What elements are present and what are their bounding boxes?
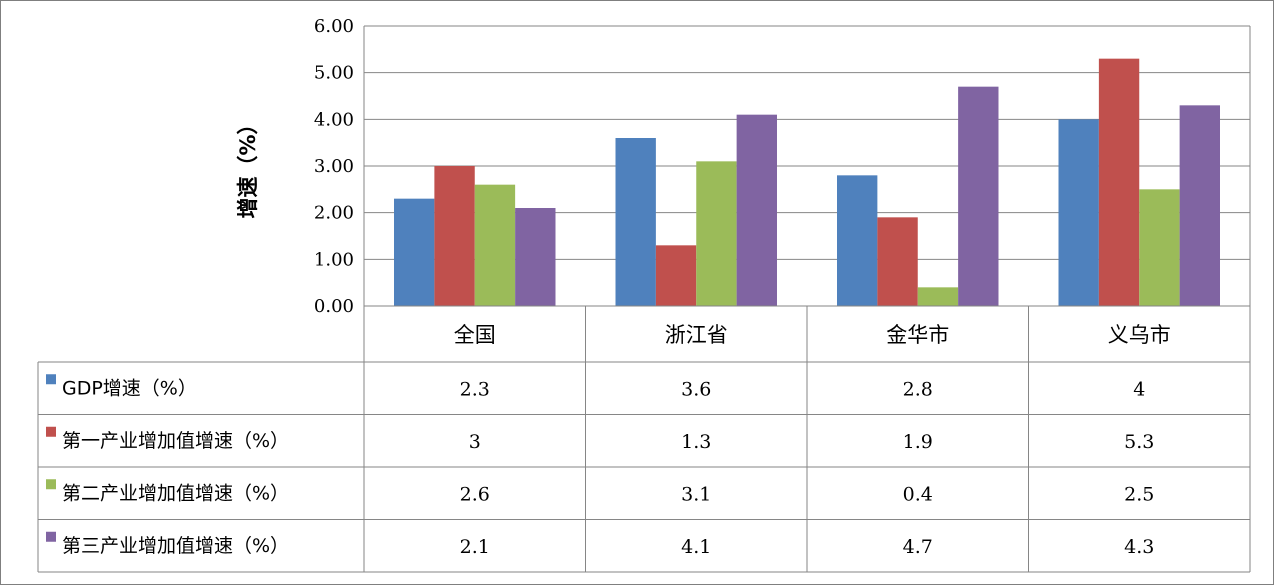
data-table-value: 2.5 bbox=[1124, 483, 1154, 505]
data-table-value: 3 bbox=[469, 431, 481, 453]
bar bbox=[434, 166, 475, 306]
data-table-value: 3.1 bbox=[681, 483, 711, 505]
data-table-value: 1.9 bbox=[903, 431, 933, 453]
y-tick-label: 1.00 bbox=[314, 249, 354, 270]
x-category-label: 浙江省 bbox=[665, 323, 728, 347]
data-table-value: 3.6 bbox=[681, 378, 711, 400]
bar bbox=[917, 287, 959, 306]
bar bbox=[958, 86, 999, 307]
legend-swatch bbox=[46, 374, 56, 385]
data-table-value: 2.3 bbox=[460, 378, 490, 400]
bar bbox=[655, 245, 697, 306]
data-table-value: 4 bbox=[1133, 378, 1145, 400]
bar bbox=[394, 198, 435, 306]
bar bbox=[877, 217, 918, 306]
legend-swatch bbox=[46, 426, 56, 437]
legend-label: 第二产业增加值增速（%） bbox=[62, 482, 289, 504]
bar bbox=[1139, 189, 1180, 306]
bar bbox=[474, 184, 516, 306]
y-tick-label: 6.00 bbox=[314, 16, 354, 37]
legend-swatch bbox=[46, 531, 56, 542]
x-category-label: 义乌市 bbox=[1108, 323, 1171, 347]
y-tick-label: 3.00 bbox=[314, 156, 354, 177]
y-tick-label: 5.00 bbox=[314, 63, 354, 84]
y-tick-label: 4.00 bbox=[314, 109, 354, 130]
bar bbox=[837, 175, 878, 306]
legend-swatch bbox=[46, 479, 56, 490]
data-table-value: 5.3 bbox=[1124, 431, 1154, 453]
y-tick-label: 2.00 bbox=[314, 203, 354, 224]
data-table-value: 1.3 bbox=[681, 431, 711, 453]
data-table-value: 4.1 bbox=[681, 536, 711, 558]
x-category-label: 金华市 bbox=[886, 323, 949, 347]
y-tick-label: 0.00 bbox=[314, 296, 354, 317]
bar bbox=[1179, 105, 1220, 306]
data-table-value: 2.8 bbox=[903, 378, 933, 400]
x-category-label: 全国 bbox=[454, 323, 496, 347]
legend-label: 第一产业增加值增速（%） bbox=[62, 430, 289, 452]
legend-label: 第三产业增加值增速（%） bbox=[62, 535, 289, 557]
legend-label: GDP增速（%） bbox=[62, 377, 197, 399]
bar bbox=[696, 161, 737, 306]
bar bbox=[615, 138, 656, 306]
y-axis-label: 增速（%） bbox=[236, 113, 260, 218]
data-table-value: 2.6 bbox=[460, 483, 490, 505]
data-table-value: 4.7 bbox=[903, 536, 933, 558]
bar bbox=[1098, 58, 1140, 306]
data-table-value: 0.4 bbox=[903, 483, 933, 505]
bar bbox=[515, 208, 556, 306]
bar bbox=[1058, 119, 1099, 306]
bar bbox=[736, 114, 777, 307]
data-table-value: 2.1 bbox=[460, 536, 490, 558]
data-table-value: 4.3 bbox=[1124, 536, 1154, 558]
